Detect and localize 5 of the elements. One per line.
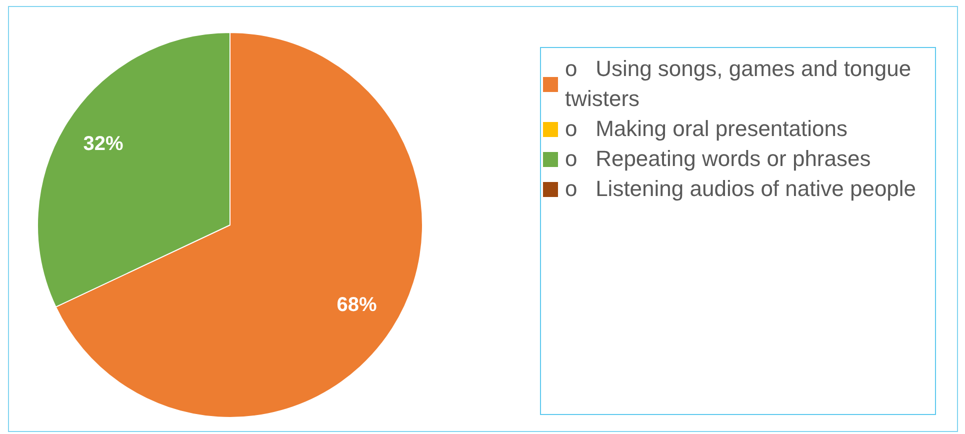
legend-label: o Repeating words or phrases [565, 146, 871, 171]
legend-label: o Listening audios of native people [565, 176, 916, 201]
legend-label: o Making oral presentations [565, 116, 848, 141]
data-label: 68% [336, 294, 378, 316]
data-label: 32% [83, 133, 124, 156]
